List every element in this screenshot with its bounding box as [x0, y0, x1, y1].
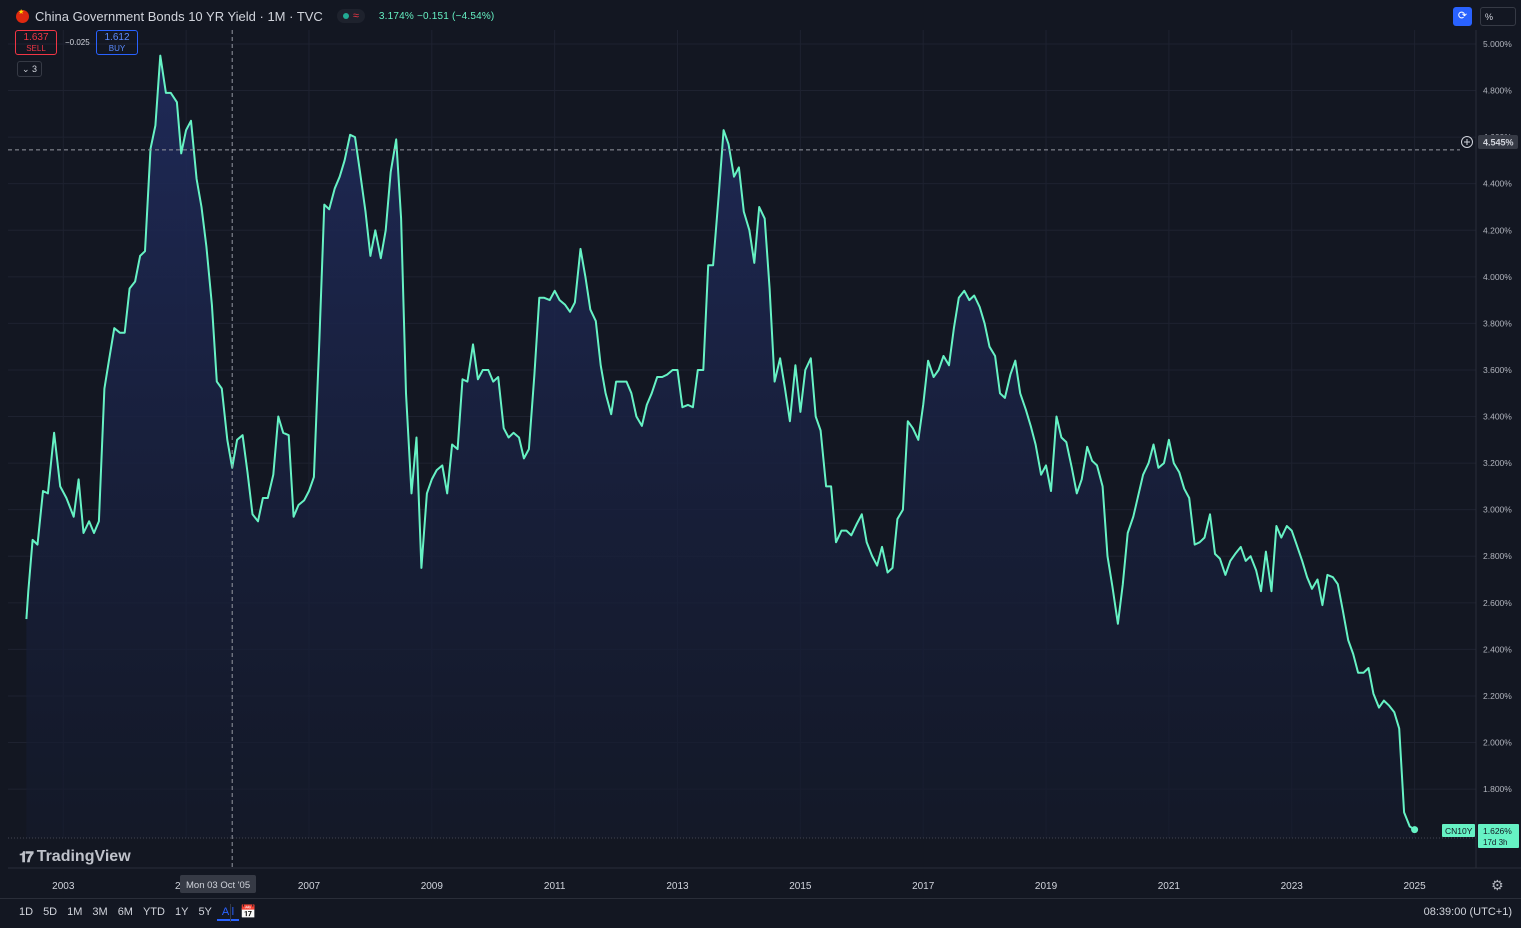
x-tick-label: 2015	[789, 881, 812, 892]
series-line	[25, 54, 1416, 831]
symbol-legend: China Government Bonds 10 YR Yield · 1M …	[16, 7, 494, 25]
range-3m-button[interactable]: 3M	[92, 906, 108, 918]
y-tick-label: 2.400%	[1483, 644, 1512, 654]
sell-button[interactable]: 1.637 SELL	[15, 30, 57, 55]
y-tick-label: 3.600%	[1483, 365, 1512, 375]
buy-label: BUY	[108, 44, 126, 53]
x-tick-label: 2007	[298, 881, 321, 892]
y-tick-label: 4.000%	[1483, 272, 1512, 282]
bottom-toolbar: 1D 5D 1M 3M 6M YTD 1Y 5Y All 📅 08:39:00 …	[0, 898, 1521, 928]
x-tick-label: 2021	[1158, 881, 1181, 892]
crosshair-date-label: Mon 03 Oct '05	[180, 875, 256, 893]
x-tick-label: 2017	[912, 881, 935, 892]
y-tick-label: 3.400%	[1483, 412, 1512, 422]
spread-value: −0.025	[65, 38, 90, 47]
calendar-icon[interactable]: 📅	[240, 904, 257, 919]
time-axis[interactable]: 2003200520072009201120132015201720192021…	[52, 881, 1426, 892]
auto-scale-button[interactable]: ⟳	[1453, 7, 1472, 26]
x-tick-label: 2003	[52, 881, 75, 892]
range-5d-button[interactable]: 5D	[43, 906, 58, 918]
y-tick-label: 3.200%	[1483, 458, 1512, 468]
y-tick-label: 2.000%	[1483, 738, 1512, 748]
quote-change: 3.174% −0.151 (−4.54%)	[378, 10, 495, 22]
crosshair-plus-icon[interactable]	[1461, 136, 1473, 148]
china-flag-icon	[16, 8, 29, 23]
last-symbol-badge: CN10Y	[1445, 826, 1473, 836]
countdown-badge: 17d 3h	[1483, 838, 1507, 847]
range-1y-button[interactable]: 1Y	[174, 906, 189, 918]
collapse-count: 3	[32, 64, 38, 74]
y-tick-label: 2.600%	[1483, 598, 1512, 608]
range-selector: 1D 5D 1M 3M 6M YTD 1Y 5Y All	[14, 905, 240, 921]
x-tick-label: 2019	[1035, 881, 1058, 892]
symbol-title[interactable]: China Government Bonds 10 YR Yield · 1M …	[35, 8, 323, 24]
x-tick-label: 2023	[1281, 881, 1304, 892]
crosshair-price-label: 4.545%	[1478, 135, 1518, 149]
sell-price: 1.637	[23, 32, 49, 43]
crosshair-date-text: Mon 03 Oct '05	[186, 880, 250, 891]
toolbar-divider	[230, 904, 231, 922]
price-chart[interactable]: 1.800% 2.000% 2.200% 2.400% 2.600% 2.800% 3.00…	[0, 0, 1521, 898]
y-tick-label: 2.200%	[1483, 691, 1512, 701]
chevron-down-icon: ⌄	[21, 64, 30, 74]
refresh-icon: ⟳	[1457, 10, 1468, 22]
last-value-dot	[1411, 826, 1419, 834]
data-delay-icon: ≈	[352, 10, 359, 22]
buy-price: 1.612	[104, 32, 130, 43]
x-tick-label: 2009	[421, 881, 444, 892]
x-tick-label: 2011	[544, 881, 566, 892]
gear-icon[interactable]: ⚙	[1491, 877, 1504, 893]
range-all-button[interactable]: All	[216, 905, 240, 921]
last-price-badge: 1.626%	[1483, 826, 1512, 836]
y-tick-label: 4.800%	[1483, 86, 1512, 96]
indicators-collapse-button[interactable]: ⌄ 3	[17, 61, 42, 77]
y-tick-label: 3.000%	[1483, 505, 1512, 515]
crosshair-price-text: 4.545%	[1483, 138, 1514, 148]
range-6m-button[interactable]: 6M	[117, 906, 133, 918]
y-tick-label: 4.400%	[1483, 179, 1512, 189]
buy-button[interactable]: 1.612 BUY	[96, 30, 138, 55]
price-axis[interactable]: 1.800% 2.000% 2.200% 2.400% 2.600% 2.800% 3.00…	[1483, 39, 1512, 794]
scale-unit-selector[interactable]: %	[1480, 7, 1516, 26]
sell-label: SELL	[26, 44, 46, 53]
tradingview-watermark: 𝟏𝟕 TradingView	[19, 848, 131, 866]
market-status[interactable]: ≈	[336, 9, 365, 23]
series-area-fill	[26, 55, 1415, 839]
last-value-badges: CN10Y 1.626% 17d 3h	[1442, 824, 1519, 848]
y-tick-label: 5.000%	[1483, 39, 1512, 49]
range-1d-button[interactable]: 1D	[19, 906, 34, 918]
y-tick-label: 1.800%	[1483, 784, 1512, 794]
range-1m-button[interactable]: 1M	[67, 906, 83, 918]
y-tick-label: 4.200%	[1483, 225, 1512, 235]
y-tick-label: 2.800%	[1483, 551, 1512, 561]
range-5y-button[interactable]: 5Y	[198, 906, 212, 918]
tradingview-logo-icon: 𝟏𝟕	[19, 848, 34, 866]
x-tick-label: 2013	[666, 881, 689, 892]
timezone-clock[interactable]: 08:39:00 (UTC+1)	[1423, 906, 1512, 918]
x-tick-label: 2025	[1403, 881, 1426, 892]
watermark-text: TradingView	[36, 848, 131, 865]
y-tick-label: 3.800%	[1483, 318, 1512, 328]
range-ytd-button[interactable]: YTD	[142, 906, 165, 918]
market-open-icon	[342, 13, 349, 19]
